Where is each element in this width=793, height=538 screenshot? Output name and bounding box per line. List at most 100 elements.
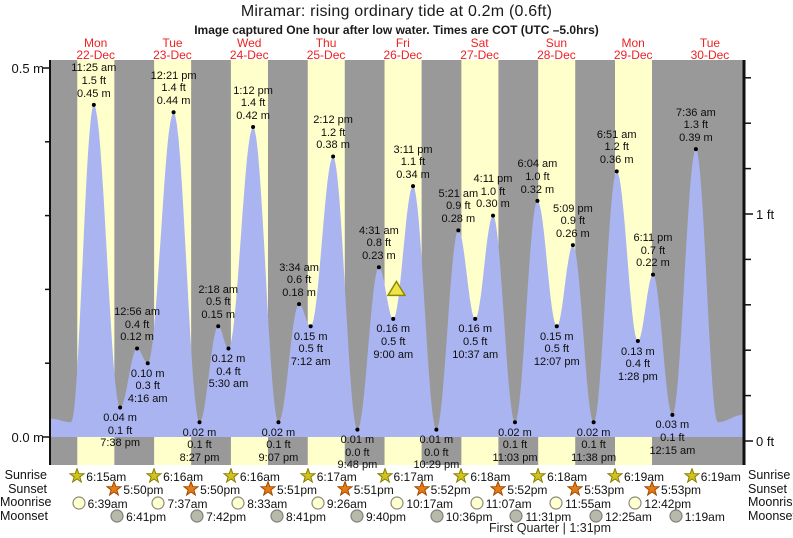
- event-time: 11:25 am: [71, 62, 117, 75]
- tide-event-label: 3:11 pm 1.1 ft 0.34 m: [394, 144, 433, 182]
- moonrise-circle-icon: [71, 495, 86, 510]
- sunrise-star-icon: [683, 466, 701, 483]
- astro-event: 6:41pm: [109, 508, 166, 524]
- sunset-star-icon: [336, 480, 354, 497]
- astro-time: 7:42pm: [206, 510, 247, 524]
- astro-event: 5:52pm: [489, 480, 548, 497]
- tide-event-dot: [512, 420, 517, 425]
- astro-time: 6:15am: [86, 469, 127, 484]
- event-height-m: 0.26 m: [556, 227, 590, 240]
- astro-event: 9:40pm: [349, 508, 406, 524]
- tide-event-dot: [91, 102, 96, 107]
- sunset-star-icon: [489, 480, 507, 497]
- event-time: 11:03 pm: [492, 451, 538, 464]
- astro-event: 11:31pm: [508, 508, 571, 524]
- astro-time: 6:16am: [239, 469, 280, 484]
- event-height-m: 0.15 m: [293, 330, 328, 343]
- event-height-m: 0.01 m: [419, 434, 454, 447]
- moonset-circle-icon: [430, 509, 444, 523]
- event-height-m: 0.15 m: [201, 308, 236, 321]
- astro-time: 6:19am: [624, 469, 665, 484]
- astro-time: 6:17am: [316, 469, 357, 484]
- tide-event-label: 7:36 am 1.3 ft 0.39 m: [676, 107, 716, 145]
- event-time: 6:04 am: [517, 158, 558, 171]
- astro-time: 9:26am: [326, 496, 367, 511]
- event-height-m: 0.02 m: [498, 426, 532, 439]
- astro-event: 5:50pm: [182, 480, 241, 497]
- y-axis-label-meters-top: 0.5 m: [11, 61, 44, 76]
- astro-time: 12:25am: [605, 510, 652, 524]
- event-time: 2:12 pm: [313, 114, 353, 127]
- event-height-ft: 0.1 ft: [107, 424, 133, 437]
- astro-time: 8:41pm: [286, 510, 327, 524]
- moonset-circle-icon: [669, 509, 683, 523]
- event-height-m: 0.12 m: [211, 352, 246, 365]
- tide-event-label: 3:34 am 0.6 ft 0.18 m: [279, 262, 319, 300]
- astro-time: 9:40pm: [365, 510, 406, 524]
- moonset-circle-icon: [110, 509, 124, 523]
- event-height-ft: 1.0 ft: [480, 185, 506, 198]
- tide-event-dot: [297, 302, 302, 307]
- astro-time: 5:51pm: [353, 483, 394, 497]
- astro-time: 12:42pm: [644, 496, 692, 511]
- tide-event-label: 0.10 m 0.3 ft 4:16 am: [128, 368, 168, 406]
- astro-event: 11:07am: [469, 495, 532, 511]
- tide-event-label: 0.15 m 0.5 ft 12:07 pm: [534, 331, 580, 369]
- event-time: 9:48 pm: [337, 459, 378, 472]
- event-time: 6:51 am: [596, 128, 637, 141]
- event-height-ft: 1.2 ft: [320, 126, 346, 139]
- event-height-ft: 1.5 ft: [81, 74, 107, 87]
- tide-event-dot: [145, 361, 150, 366]
- sunrise-star-icon: [299, 466, 317, 483]
- astro-time: 6:17am: [393, 469, 434, 484]
- current-tide-marker-icon: [386, 279, 407, 297]
- event-time: 10:29 pm: [413, 459, 460, 472]
- astro-event: 7:37am: [150, 495, 208, 511]
- astro-event: 5:53pm: [643, 480, 701, 497]
- event-height-ft: 0.1 ft: [266, 439, 291, 452]
- event-height-ft: 0.1 ft: [660, 431, 685, 444]
- day-header: Mon 22-Dec: [76, 37, 115, 61]
- event-time: 8:27 pm: [179, 451, 220, 464]
- sunset-star-icon: [643, 480, 661, 497]
- astro-event: 12:42pm: [627, 495, 692, 511]
- astro-time: 6:18am: [470, 469, 511, 484]
- day-date: 26-Dec: [383, 48, 423, 62]
- astro-time: 5:50pm: [200, 483, 241, 497]
- sunrise-star-icon: [376, 466, 393, 483]
- astro-time: 6:19am: [700, 469, 741, 484]
- event-height-ft: 0.5 ft: [298, 343, 323, 356]
- tide-event-label: 0.02 m 0.1 ft 8:27 pm: [180, 427, 220, 465]
- tide-event-label: 5:21 am 0.9 ft 0.28 m: [438, 188, 478, 226]
- astro-time: 5:53pm: [584, 483, 625, 497]
- astro-time: 5:52pm: [507, 483, 548, 497]
- event-height-m: 0.12 m: [120, 331, 154, 344]
- day-name: Thu: [315, 36, 337, 50]
- astro-time: 7:37am: [167, 496, 208, 511]
- sunset-row-label-left: Sunset: [8, 481, 47, 496]
- tide-event-dot: [473, 316, 478, 321]
- tide-event-label: 0.02 m 0.1 ft 9:07 pm: [259, 427, 299, 465]
- astro-event: 6:19am: [683, 466, 741, 484]
- day-date: 29-Dec: [613, 48, 653, 62]
- astro-event: 8:33am: [230, 495, 288, 511]
- event-height-m: 0.18 m: [282, 286, 316, 299]
- moonrise-circle-icon: [231, 495, 245, 510]
- event-height-ft: 0.1 ft: [187, 439, 212, 452]
- y-axis-label-feet-bottom: 0 ft: [756, 434, 775, 449]
- day-date: 28-Dec: [537, 48, 576, 62]
- day-name: Fri: [395, 36, 410, 50]
- tide-event-label: 12:56 am 0.4 ft 0.12 m: [114, 306, 160, 344]
- event-time: 9:00 am: [373, 348, 414, 361]
- event-time: 4:11 pm: [473, 173, 513, 186]
- event-height-ft: 0.5 ft: [462, 336, 488, 348]
- tide-event-label: 2:18 am 0.5 ft 0.15 m: [198, 284, 238, 322]
- event-height-m: 0.10 m: [130, 367, 165, 380]
- day-header: Tue 23-Dec: [153, 37, 192, 61]
- event-height-m: 0.34 m: [396, 168, 430, 181]
- tide-event-label: 0.01 m 0.0 ft 10:29 pm: [413, 434, 459, 472]
- event-height-m: 0.02 m: [182, 426, 217, 439]
- day-header: Thu 25-Dec: [307, 37, 346, 61]
- event-height-m: 0.32 m: [520, 183, 555, 196]
- astro-time: 8:33am: [247, 496, 288, 511]
